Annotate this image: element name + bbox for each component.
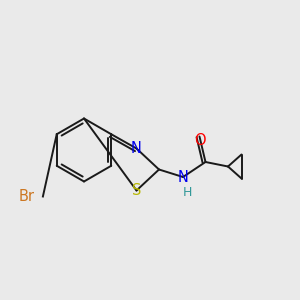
Text: Br: Br [19,189,34,204]
Text: N: N [131,141,142,156]
Text: O: O [194,133,205,148]
Text: H: H [183,186,192,199]
Text: S: S [132,183,141,198]
Text: N: N [178,169,188,184]
